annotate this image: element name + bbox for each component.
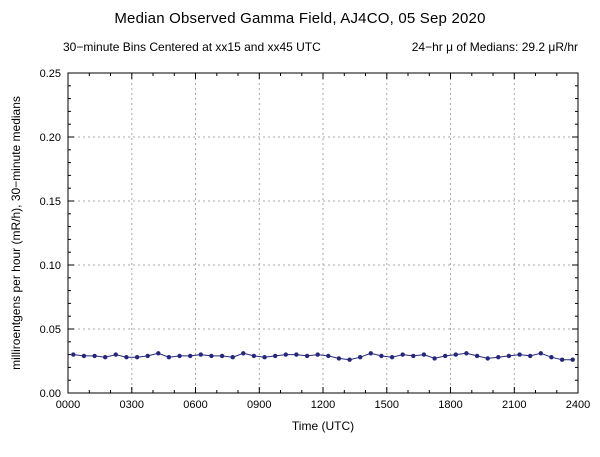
svg-text:0.10: 0.10 [40, 260, 61, 272]
svg-text:0600: 0600 [183, 399, 207, 411]
svg-text:0.25: 0.25 [40, 68, 61, 80]
plot-svg: 0000 0300 0600 0900 1200 1500 1800 2100 2400 0.00… [9, 68, 590, 433]
svg-text:1800: 1800 [438, 399, 462, 411]
subtitle-bins-text: 30−minute Bins Centered at xx15 and xx45… [63, 40, 321, 54]
svg-text:2400: 2400 [566, 399, 590, 411]
svg-text:1200: 1200 [311, 399, 335, 411]
svg-text:milliroentgens per hour (mR/h): milliroentgens per hour (mR/h), 30−minut… [9, 96, 23, 370]
svg-text:1500: 1500 [375, 399, 399, 411]
svg-text:0.15: 0.15 [40, 196, 61, 208]
svg-text:0300: 0300 [120, 399, 144, 411]
svg-text:0.20: 0.20 [40, 132, 61, 144]
chart-title: Median Observed Gamma Field, AJ4CO, 05 S… [114, 10, 486, 27]
chart-subtitle: 30−minute Bins Centered at xx15 and xx45… [0, 40, 600, 54]
svg-text:0000: 0000 [56, 399, 80, 411]
svg-text:Time (UTC): Time (UTC) [292, 419, 354, 433]
svg-text:0.00: 0.00 [40, 388, 61, 400]
svg-text:0900: 0900 [247, 399, 271, 411]
svg-text:2100: 2100 [502, 399, 526, 411]
svg-text:0.05: 0.05 [40, 324, 61, 336]
subtitle-mean-text: 24−hr μ of Medians: 29.2 μR/hr [411, 40, 578, 54]
